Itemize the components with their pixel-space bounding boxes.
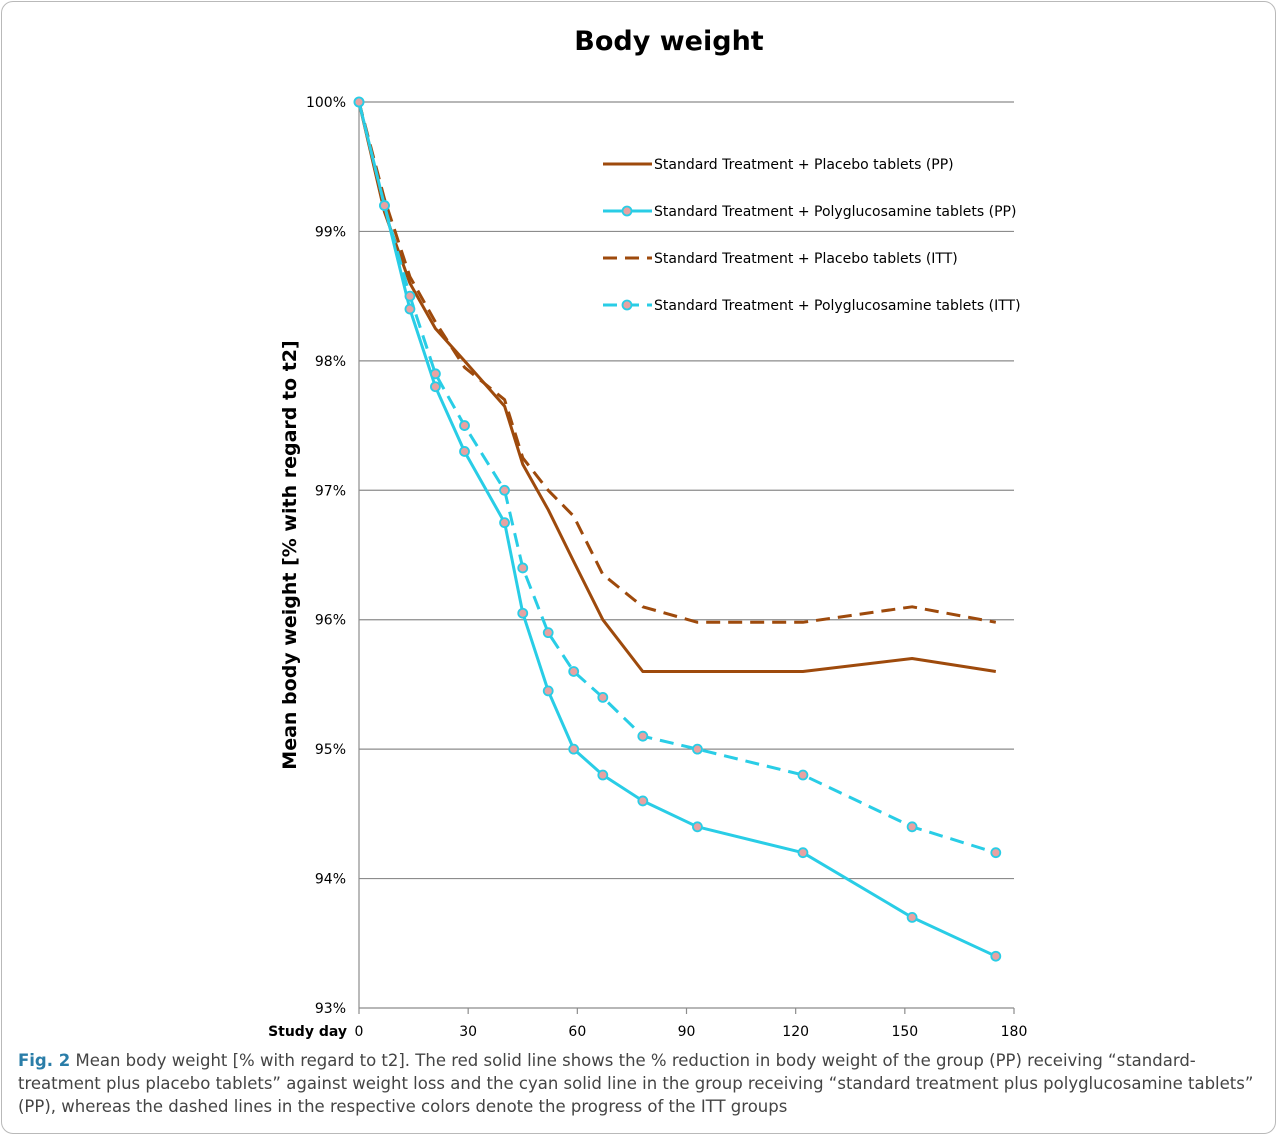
series-line-1	[357, 101, 997, 673]
x-tick-label: 0	[355, 1024, 364, 1040]
data-point	[637, 730, 649, 742]
data-point	[379, 200, 390, 211]
data-point	[353, 96, 365, 108]
data-point	[568, 743, 580, 755]
data-point	[542, 685, 554, 697]
data-point	[797, 847, 809, 859]
data-point	[692, 743, 703, 755]
series-line-3	[357, 101, 997, 624]
x-tick-label: 90	[678, 1024, 696, 1040]
y-tick-label: 93%	[315, 1001, 346, 1017]
legend-swatch-marker	[621, 299, 633, 311]
data-point	[404, 290, 416, 302]
data-point	[990, 950, 1002, 962]
legend-label: Standard Treatment + Placebo tablets (IT…	[654, 251, 958, 267]
y-tick-label: 98%	[315, 354, 346, 370]
y-axis-label: Mean body weight [% with regard to t2]	[279, 340, 301, 769]
y-tick-label: 95%	[315, 742, 346, 758]
x-axis-ticks: 0 30 60 90 120 150 180	[355, 1008, 1028, 1040]
x-tick-label: 150	[891, 1024, 918, 1040]
x-tick-label: 120	[782, 1024, 809, 1040]
series-lines	[353, 96, 1002, 962]
x-axis-label: Study day	[268, 1024, 347, 1040]
line-chart: Body weight 93% 94% 95% 96% 97% 98% 99% 100% 0 3…	[268, 26, 1028, 1040]
data-point	[517, 562, 529, 574]
data-point	[906, 912, 918, 923]
legend-label: Standard Treatment + Polyglucosamine tab…	[654, 298, 1021, 314]
data-point	[459, 420, 470, 431]
data-point	[499, 484, 510, 496]
gridlines	[358, 101, 1014, 1009]
data-point	[542, 627, 554, 639]
data-point	[568, 666, 580, 677]
series-line-4	[357, 101, 997, 855]
data-point	[692, 821, 703, 833]
caption-text: Mean body weight [% with regard to t2]. …	[18, 1051, 1254, 1116]
data-point	[597, 769, 609, 781]
y-axis-ticks: 93% 94% 95% 96% 97% 98% 99% 100%	[306, 95, 346, 1017]
data-point	[430, 381, 441, 393]
data-point	[430, 368, 441, 380]
data-point	[499, 517, 510, 529]
data-point	[797, 769, 809, 781]
data-point	[637, 795, 649, 807]
y-tick-label: 94%	[315, 872, 346, 888]
data-point	[990, 847, 1002, 859]
caption-label: Fig. 2	[18, 1051, 71, 1070]
data-point	[517, 607, 529, 619]
legend-label: Standard Treatment + Placebo tablets (PP…	[654, 157, 954, 173]
data-point	[906, 821, 918, 833]
x-tick-label: 180	[1001, 1024, 1028, 1040]
y-tick-label: 99%	[315, 224, 346, 240]
legend-swatch-marker	[621, 205, 633, 217]
y-tick-label: 97%	[315, 483, 346, 499]
figure-caption: Fig. 2 Mean body weight [% with regard t…	[18, 1049, 1263, 1118]
y-tick-label: 96%	[315, 613, 346, 629]
data-point	[459, 446, 470, 457]
legend: Standard Treatment + Placebo tablets (PP…	[603, 157, 1021, 314]
legend-label: Standard Treatment + Polyglucosamine tab…	[654, 204, 1016, 220]
data-point	[597, 691, 609, 703]
series-line-2	[357, 101, 997, 958]
x-tick-label: 30	[459, 1024, 477, 1040]
chart-title: Body weight	[574, 26, 764, 57]
x-tick-label: 60	[568, 1024, 586, 1040]
y-tick-label: 100%	[306, 95, 346, 111]
